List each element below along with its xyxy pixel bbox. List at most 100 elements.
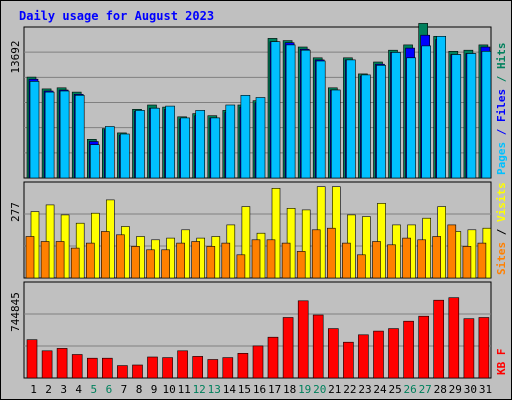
day-label-21: 21 — [328, 383, 341, 396]
bar-visits-23 — [362, 216, 371, 279]
bar-pages-2 — [44, 91, 55, 179]
bar-kb-f-29 — [448, 297, 460, 379]
bar-sites-18 — [281, 242, 291, 279]
day-label-26: 26 — [403, 383, 416, 396]
bar-kb-f-30 — [463, 318, 475, 379]
day-label-23: 23 — [358, 383, 371, 396]
bar-kb-f-25 — [388, 328, 399, 379]
day-label-20: 20 — [313, 383, 326, 396]
bar-kb-f-15 — [237, 352, 249, 379]
day-label-11: 11 — [178, 383, 191, 396]
bar-kb-f-13 — [207, 359, 219, 379]
bar-kb-f-27 — [418, 315, 430, 379]
panel-hits-files-pages: 13692 Pages / Files / Hits — [9, 23, 508, 179]
day-label-15: 15 — [238, 383, 251, 396]
day-label-8: 8 — [136, 383, 143, 396]
bar-sites-24 — [372, 241, 381, 279]
legend-pages: Pages — [495, 142, 508, 175]
panel-legend: KB F — [495, 349, 508, 376]
bar-kb-f-18 — [282, 317, 294, 379]
day-label-4: 4 — [75, 383, 82, 396]
bar-sites-3 — [55, 241, 65, 279]
bar-pages-11 — [180, 117, 190, 179]
bar-sites-30 — [462, 246, 472, 279]
ymax-label: 277 — [9, 202, 22, 222]
day-label-9: 9 — [151, 383, 158, 396]
bar-pages-1 — [29, 81, 40, 179]
panel-visits-sites: 277 Sites / Visits — [9, 181, 508, 279]
bar-kb-f-11 — [177, 350, 188, 379]
bar-kb-f-17 — [267, 336, 279, 379]
legend-sites: Sites — [495, 242, 508, 275]
bar-pages-10 — [165, 105, 175, 179]
bar-pages-17 — [270, 41, 281, 179]
legend-files: / Files — [495, 89, 508, 142]
day-label-2: 2 — [45, 383, 52, 396]
day-label-1: 1 — [30, 383, 37, 396]
bar-kb-f-31 — [478, 317, 490, 379]
day-label-22: 22 — [343, 383, 356, 396]
bar-pages-16 — [255, 97, 266, 179]
day-label-13: 13 — [208, 383, 221, 396]
bar-sites-15 — [236, 254, 246, 279]
bar-pages-3 — [59, 90, 70, 179]
panel-legend: Pages / Files / Hits — [495, 43, 508, 175]
bar-pages-23 — [361, 74, 371, 179]
bar-pages-15 — [240, 95, 251, 179]
bar-pages-25 — [391, 52, 401, 179]
bar-kb-f-19 — [297, 300, 309, 379]
legend--: / — [495, 222, 508, 242]
bar-pages-6 — [105, 126, 115, 179]
bar-kb-f-1 — [26, 339, 38, 379]
bar-pages-28 — [436, 35, 447, 179]
bar-pages-7 — [120, 133, 130, 179]
day-label-19: 19 — [298, 383, 311, 396]
bar-pages-21 — [330, 89, 341, 179]
bar-sites-9 — [146, 249, 155, 279]
bar-visits-19 — [301, 209, 311, 279]
bar-sites-23 — [357, 254, 366, 279]
bar-sites-2 — [40, 241, 50, 279]
bar-sites-27 — [417, 239, 427, 279]
day-label-14: 14 — [223, 383, 237, 396]
bar-sites-25 — [387, 244, 396, 279]
bar-kb-f-3 — [56, 348, 68, 379]
bar-sites-17 — [266, 239, 276, 279]
ymax-label: 744845 — [9, 292, 22, 332]
bar-sites-13 — [206, 246, 216, 279]
bar-sites-21 — [326, 227, 336, 279]
bar-sites-16 — [251, 239, 261, 279]
day-label-5: 5 — [90, 383, 97, 396]
bar-kb-f-22 — [343, 341, 354, 379]
bar-pages-24 — [376, 65, 386, 179]
bar-pages-13 — [210, 117, 221, 179]
bar-sites-22 — [342, 242, 351, 279]
bar-sites-1 — [25, 236, 35, 279]
legend-hits: / Hits — [495, 43, 508, 89]
bar-sites-28 — [432, 236, 442, 279]
bar-sites-12 — [191, 241, 200, 279]
bar-sites-29 — [447, 224, 457, 279]
bar-pages-27 — [421, 45, 432, 179]
day-label-30: 30 — [464, 383, 477, 396]
bar-pages-12 — [195, 110, 205, 179]
bar-pages-14 — [225, 104, 236, 179]
bar-kb-f-16 — [252, 345, 264, 379]
day-label-17: 17 — [268, 383, 281, 396]
day-label-31: 31 — [479, 383, 492, 396]
ymax-label: 13692 — [9, 40, 22, 73]
bar-sites-5 — [86, 242, 95, 279]
bar-pages-22 — [346, 59, 356, 179]
bar-kb-f-14 — [222, 357, 234, 379]
bar-pages-9 — [150, 107, 160, 179]
day-label-29: 29 — [449, 383, 462, 396]
bar-pages-31 — [481, 50, 492, 179]
bar-pages-20 — [315, 60, 326, 179]
bar-sites-10 — [161, 249, 170, 279]
day-label-27: 27 — [419, 383, 432, 396]
bar-kb-f-5 — [87, 357, 98, 379]
bar-sites-20 — [311, 229, 321, 279]
bar-pages-8 — [135, 110, 145, 179]
bar-sites-31 — [477, 242, 487, 279]
